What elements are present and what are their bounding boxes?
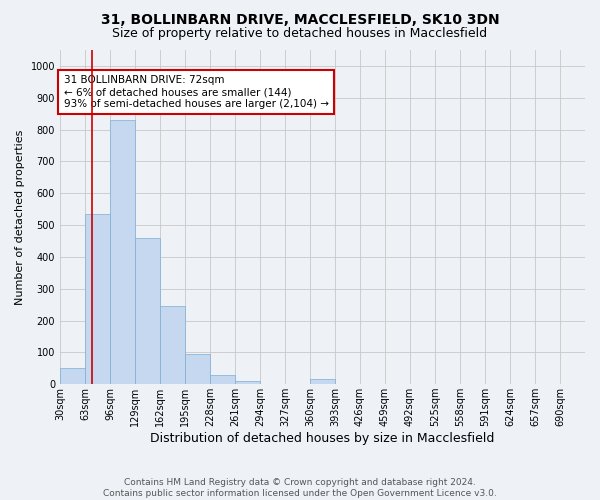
Bar: [60, 368, 85, 384]
Text: Size of property relative to detached houses in Macclesfield: Size of property relative to detached ho…: [112, 28, 488, 40]
Text: 31 BOLLINBARN DRIVE: 72sqm
← 6% of detached houses are smaller (144)
93% of semi: 31 BOLLINBARN DRIVE: 72sqm ← 6% of detac…: [64, 76, 329, 108]
Bar: [110, 120, 135, 384]
Bar: [310, 380, 335, 384]
Bar: [135, 238, 160, 384]
Bar: [235, 381, 260, 384]
Text: Contains HM Land Registry data © Crown copyright and database right 2024.
Contai: Contains HM Land Registry data © Crown c…: [103, 478, 497, 498]
Y-axis label: Number of detached properties: Number of detached properties: [15, 130, 25, 305]
Bar: [210, 374, 235, 384]
Text: 31, BOLLINBARN DRIVE, MACCLESFIELD, SK10 3DN: 31, BOLLINBARN DRIVE, MACCLESFIELD, SK10…: [101, 12, 499, 26]
X-axis label: Distribution of detached houses by size in Macclesfield: Distribution of detached houses by size …: [150, 432, 494, 445]
Bar: [160, 306, 185, 384]
Bar: [85, 214, 110, 384]
Bar: [185, 354, 210, 384]
